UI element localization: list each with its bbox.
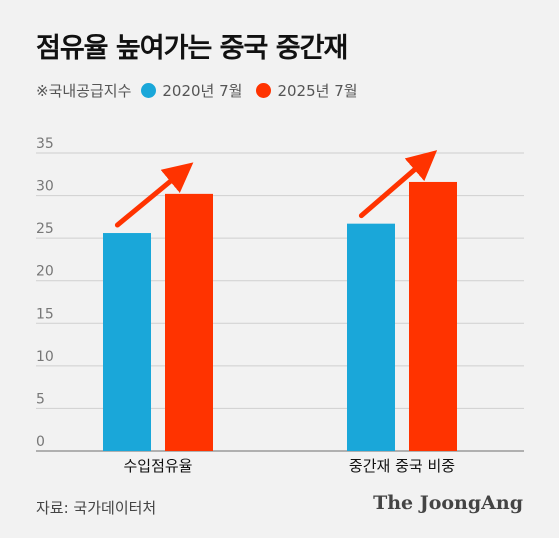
y-tick-label: 35 [36, 136, 54, 152]
y-tick-label: 30 [36, 179, 54, 195]
legend-dot-2025 [256, 83, 272, 98]
y-tick-label: 10 [36, 349, 54, 365]
y-tick-label: 20 [36, 264, 54, 280]
increase-arrow [358, 150, 438, 219]
legend-item-2025: 2025년 7월 [256, 80, 358, 101]
bar-2025 [409, 181, 457, 451]
legend-label-2020: 2020년 7월 [162, 82, 243, 100]
source-note: 자료: 국가데이터처 [36, 499, 157, 517]
legend: ※국내공급지수 2020년 7월 2025년 7월 [36, 80, 372, 101]
y-tick-label: 5 [36, 391, 45, 407]
brand-logo: The JoongAng [373, 492, 523, 514]
y-tick-label: 25 [36, 221, 54, 237]
increase-arrow [114, 162, 194, 228]
legend-label-2025: 2025년 7월 [277, 82, 358, 100]
bar-2020 [347, 223, 395, 451]
legend-item-2020: 2020년 7월 [141, 80, 242, 101]
x-tick-label: 수입점유율 [123, 457, 192, 475]
chart-title: 점유율 높여가는 중국 중간재 [36, 33, 348, 64]
x-tick-label: 중간재 중국 비중 [349, 457, 455, 475]
legend-dot-2020 [141, 83, 157, 98]
bar-2020 [103, 233, 151, 451]
bar-2025 [165, 193, 213, 451]
y-tick-label: 0 [36, 434, 45, 450]
y-tick-label: 15 [36, 306, 54, 322]
legend-note: ※국내공급지수 [36, 82, 132, 100]
